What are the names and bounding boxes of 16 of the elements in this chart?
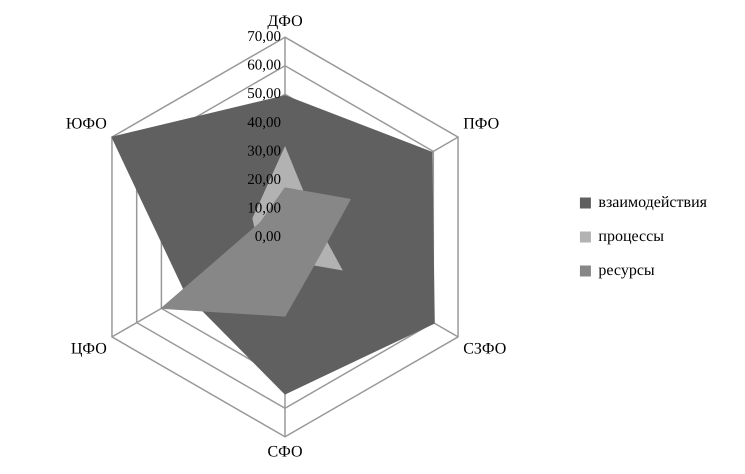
- y-tick-label: 60,00: [247, 58, 281, 74]
- y-tick-label: 50,00: [247, 86, 281, 102]
- spoke-label: ПФО: [463, 116, 500, 133]
- y-tick-label: 70,00: [247, 29, 281, 46]
- spoke-label: ДФО: [267, 12, 303, 30]
- y-tick-label: 30,00: [247, 143, 281, 160]
- legend-label: ресурсы: [598, 262, 655, 280]
- y-tick-label: 10,00: [247, 200, 281, 216]
- spoke-label: ЮФО: [66, 116, 107, 133]
- y-tick-label: 0,00: [254, 228, 281, 245]
- legend-label: взаимодействия: [598, 194, 708, 212]
- spoke-label: СЗФО: [463, 340, 506, 358]
- spoke-label: ЦФО: [70, 340, 107, 358]
- y-tick-label: 40,00: [247, 114, 281, 131]
- legend-label: процессы: [598, 228, 664, 246]
- spoke-label: СФО: [267, 444, 303, 461]
